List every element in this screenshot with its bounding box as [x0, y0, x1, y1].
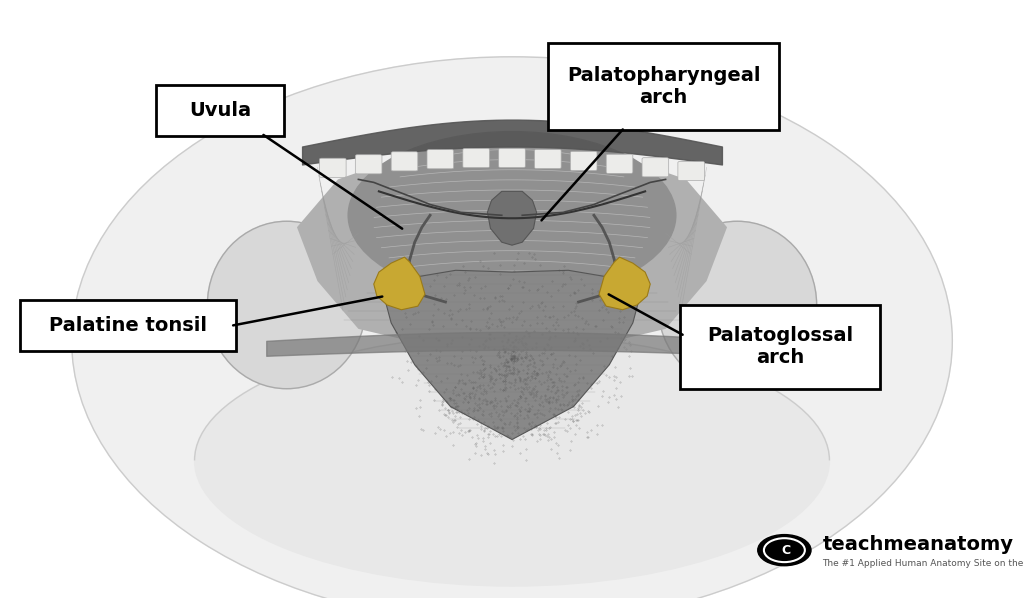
Text: Palatopharyngeal
arch: Palatopharyngeal arch — [567, 66, 760, 107]
Ellipse shape — [657, 221, 817, 389]
Circle shape — [758, 535, 811, 566]
Text: Uvula: Uvula — [189, 101, 251, 120]
FancyBboxPatch shape — [355, 155, 382, 174]
FancyBboxPatch shape — [319, 158, 346, 178]
FancyBboxPatch shape — [606, 154, 633, 173]
FancyBboxPatch shape — [20, 300, 236, 351]
FancyBboxPatch shape — [499, 148, 525, 167]
FancyBboxPatch shape — [156, 86, 284, 136]
Text: Palatine tonsil: Palatine tonsil — [49, 316, 207, 335]
FancyBboxPatch shape — [463, 148, 489, 167]
Text: teachmeanatomy: teachmeanatomy — [822, 535, 1014, 554]
FancyBboxPatch shape — [427, 150, 454, 169]
FancyBboxPatch shape — [642, 158, 669, 177]
FancyBboxPatch shape — [678, 161, 705, 181]
Polygon shape — [374, 257, 425, 310]
Polygon shape — [599, 257, 650, 310]
Ellipse shape — [72, 57, 952, 598]
Polygon shape — [297, 132, 727, 341]
Text: Palatoglossal
arch: Palatoglossal arch — [708, 327, 853, 367]
Polygon shape — [487, 191, 537, 245]
FancyBboxPatch shape — [391, 152, 418, 171]
Text: The #1 Applied Human Anatomy Site on the Web.: The #1 Applied Human Anatomy Site on the… — [822, 559, 1024, 569]
Polygon shape — [384, 270, 640, 440]
Ellipse shape — [207, 221, 367, 389]
FancyBboxPatch shape — [549, 44, 778, 130]
Ellipse shape — [195, 335, 829, 586]
Ellipse shape — [348, 132, 676, 299]
Text: C: C — [782, 544, 791, 557]
FancyBboxPatch shape — [680, 305, 880, 389]
FancyBboxPatch shape — [535, 150, 561, 169]
FancyBboxPatch shape — [570, 151, 597, 170]
